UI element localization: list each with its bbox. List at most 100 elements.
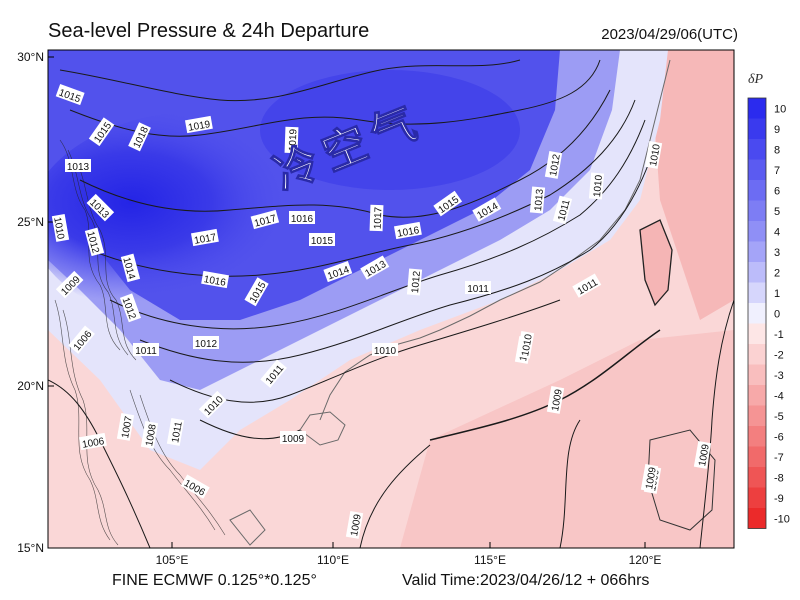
colorbar-label: -9 bbox=[774, 493, 784, 505]
colorbar-label: -3 bbox=[774, 370, 784, 382]
isobar-label: 1011 bbox=[133, 343, 159, 357]
isobar-label-bg bbox=[372, 343, 398, 356]
colorbar-cell bbox=[748, 426, 766, 447]
colorbar-label: 7 bbox=[774, 165, 780, 177]
colorbar-cell bbox=[748, 200, 766, 221]
colorbar-label: 10 bbox=[774, 103, 786, 115]
isobar-label-bg bbox=[86, 193, 115, 222]
lon-tick-label: 110°E bbox=[317, 553, 349, 567]
colorbar-cell bbox=[748, 446, 766, 467]
colorbar-label: -1 bbox=[774, 329, 784, 341]
colorbar-cell bbox=[748, 323, 766, 344]
isobar-label-bg bbox=[193, 336, 219, 349]
isobar-label-text: 1012 bbox=[548, 153, 563, 177]
isobars bbox=[48, 59, 734, 548]
colorbar-title: δP bbox=[748, 72, 764, 87]
colorbar-cell bbox=[748, 385, 766, 406]
isobar-label-text: 1006 bbox=[81, 436, 105, 451]
isobar-label-text: 1016 bbox=[203, 274, 227, 289]
colorbar-label: -7 bbox=[774, 452, 784, 464]
latitude-axis: 30°N 25°N 20°N 15°N bbox=[17, 50, 54, 555]
isobar-label-bg bbox=[309, 233, 335, 246]
colorbar-cell bbox=[748, 159, 766, 180]
isobar-label-text: 1012 bbox=[410, 270, 423, 294]
isobar-label-bg bbox=[572, 273, 602, 298]
isobar-label: 1016 bbox=[289, 211, 315, 225]
isobar-label: 1013 bbox=[65, 159, 91, 173]
isobar-label-bg bbox=[406, 268, 423, 296]
isobar-label-bg bbox=[184, 115, 213, 134]
darker-pink-east bbox=[650, 50, 734, 320]
isobar-label-text: 1012 bbox=[195, 339, 218, 350]
colorbar-cell bbox=[748, 303, 766, 324]
isobar-label: 1011 bbox=[166, 417, 185, 446]
lat-tick-label: 25°N bbox=[17, 215, 44, 229]
isobar-label-bg bbox=[133, 343, 159, 356]
isobar-label: 1012 bbox=[193, 336, 219, 350]
model-label: FINE ECMWF 0.125°*0.125° bbox=[112, 572, 317, 589]
isobar-label-bg bbox=[284, 126, 299, 154]
colorbar-cell bbox=[748, 262, 766, 283]
isobar-label-bg bbox=[88, 117, 115, 147]
isobar-label: 1016 bbox=[393, 221, 422, 240]
colorbar-label: 1 bbox=[774, 288, 780, 300]
isobar-label-bg bbox=[546, 385, 565, 414]
isobar-label-bg bbox=[280, 431, 306, 444]
isobar-label: 1013 bbox=[529, 186, 546, 214]
longitude-axis: 105°E 110°E 115°E 120°E bbox=[156, 542, 662, 567]
isobar-label-text: 1011 bbox=[135, 346, 157, 357]
isobar-label-text: 1017 bbox=[373, 206, 385, 229]
lat-tick-label: 20°N bbox=[17, 379, 44, 393]
isobar-label: 1009 bbox=[345, 510, 364, 539]
colorbar-cell bbox=[748, 282, 766, 303]
isobar-label-bg bbox=[65, 159, 91, 172]
isobar-label-text: 1007 bbox=[120, 415, 135, 439]
isobar-label: 1016 bbox=[201, 270, 230, 289]
colorbar-cell bbox=[748, 98, 766, 119]
isobar-label: 1009 bbox=[693, 440, 712, 469]
isobar-label-bg bbox=[323, 260, 353, 283]
isobar-label-text: 1019 bbox=[288, 128, 300, 151]
isobar-label: 1017 bbox=[190, 228, 219, 247]
isobar-label-text: 1011 bbox=[467, 284, 489, 295]
isobar-label: 1017 bbox=[369, 204, 385, 232]
isobar-label: 1019 bbox=[284, 126, 300, 154]
isobar-label-bg bbox=[55, 270, 84, 299]
isobar-label: 1010 bbox=[516, 330, 535, 359]
isobar-label: 1006 bbox=[78, 432, 107, 451]
isobar-label-text: 1011 bbox=[170, 420, 185, 444]
isobar-label: 1015 bbox=[309, 233, 335, 247]
isobar-label-bg bbox=[128, 122, 151, 152]
colorbar-cell bbox=[748, 364, 766, 385]
isobar-label-bg bbox=[472, 197, 502, 222]
isobar-label-text: 1011 bbox=[556, 198, 572, 222]
isobar-label: 1009 bbox=[546, 385, 565, 414]
isobar-label-text: 1010 bbox=[51, 216, 66, 240]
colorbar-label: 6 bbox=[774, 185, 780, 197]
isobar-label: 1010 bbox=[588, 172, 605, 200]
lat-tick-label: 30°N bbox=[17, 50, 44, 64]
isobar-label-text: 1019 bbox=[187, 119, 211, 134]
isobar-label: 1012 bbox=[406, 268, 423, 296]
colorbar-label: -10 bbox=[774, 513, 790, 525]
isobar-label-text: 1013 bbox=[533, 188, 546, 212]
isobar-label: 1012 bbox=[544, 150, 563, 179]
isobar-label-text: 1008 bbox=[144, 423, 159, 447]
analysis-datetime: 2023/04/29/06(UTC) bbox=[601, 26, 738, 43]
isobar-label-bg bbox=[393, 221, 422, 240]
isobar-label-bg bbox=[198, 390, 227, 419]
colorbar-frame bbox=[747, 97, 767, 529]
isobar-label-bg bbox=[529, 186, 546, 214]
colorbar-label: -6 bbox=[774, 431, 784, 443]
isobar-label-bg bbox=[644, 140, 663, 169]
isobar-label-bg bbox=[201, 270, 230, 289]
isobar-label-bg bbox=[360, 255, 390, 280]
isobar-label-bg bbox=[140, 420, 159, 449]
isobar-label: 1019 bbox=[184, 115, 213, 134]
isobar-label: 1010 bbox=[644, 140, 663, 169]
lon-tick-label: 120°E bbox=[629, 553, 662, 567]
colorbar-label: -5 bbox=[774, 411, 784, 423]
